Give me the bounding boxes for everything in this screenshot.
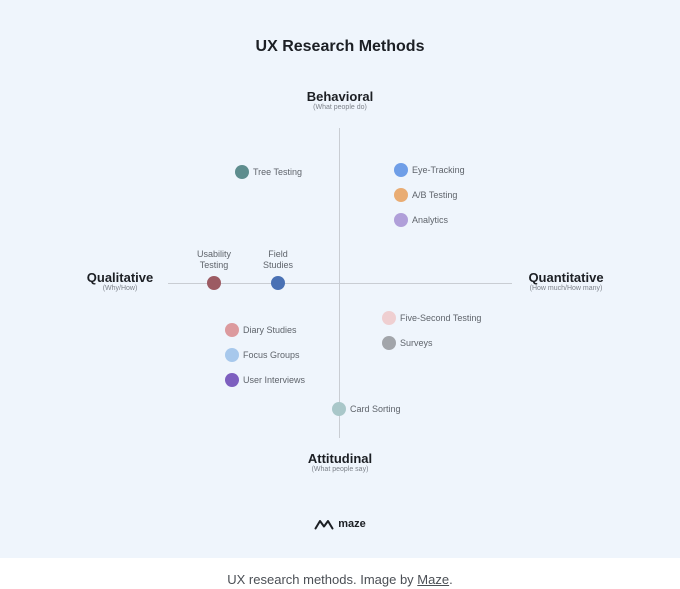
pole-qualitative-title: Qualitative	[70, 270, 170, 285]
caption-suffix: .	[449, 572, 453, 587]
pole-qualitative-subtitle: (Why/How)	[70, 285, 170, 292]
diary-studies-label: Diary Studies	[243, 325, 297, 335]
diagram-title: UX Research Methods	[0, 38, 680, 56]
caption-prefix: UX research methods. Image by	[227, 572, 417, 587]
focus-groups-label: Focus Groups	[243, 350, 300, 360]
focus-groups-dot	[225, 348, 239, 362]
maze-logo: maze	[0, 518, 680, 530]
image-caption: UX research methods. Image by Maze.	[0, 572, 680, 587]
field-studies-dot	[271, 276, 285, 290]
maze-logo-text: maze	[338, 518, 366, 530]
five-second-testing-label: Five-Second Testing	[400, 313, 481, 323]
card-sorting-label: Card Sorting	[350, 404, 401, 414]
pole-qualitative: Qualitative (Why/How)	[70, 270, 170, 292]
surveys-label: Surveys	[400, 338, 433, 348]
pole-behavioral-subtitle: (What people do)	[290, 104, 390, 111]
diary-studies-dot	[225, 323, 239, 337]
eye-tracking-label: Eye-Tracking	[412, 165, 465, 175]
pole-behavioral-title: Behavioral	[290, 89, 390, 104]
vertical-axis	[339, 128, 340, 438]
maze-logo-icon	[314, 519, 334, 530]
card-sorting-dot	[332, 402, 346, 416]
field-studies-line1: Field	[263, 249, 293, 260]
pole-quantitative-title: Quantitative	[511, 270, 621, 285]
ab-testing-label: A/B Testing	[412, 190, 457, 200]
usability-testing-line2: Testing	[197, 260, 231, 271]
pole-attitudinal-subtitle: (What people say)	[290, 466, 390, 473]
pole-attitudinal: Attitudinal (What people say)	[290, 451, 390, 473]
eye-tracking-dot	[394, 163, 408, 177]
tree-testing-label: Tree Testing	[253, 167, 302, 177]
diagram-panel: UX Research Methods Behavioral (What peo…	[0, 0, 680, 558]
pole-quantitative-subtitle: (How much/How many)	[511, 285, 621, 292]
pole-attitudinal-title: Attitudinal	[290, 451, 390, 466]
usability-testing-dot	[207, 276, 221, 290]
caption-link-maze[interactable]: Maze	[417, 572, 449, 587]
user-interviews-label: User Interviews	[243, 375, 305, 385]
user-interviews-dot	[225, 373, 239, 387]
analytics-dot	[394, 213, 408, 227]
field-studies-line2: Studies	[263, 260, 293, 271]
usability-testing-label: Usability Testing	[197, 249, 231, 271]
pole-behavioral: Behavioral (What people do)	[290, 89, 390, 111]
field-studies-label: Field Studies	[263, 249, 293, 271]
usability-testing-line1: Usability	[197, 249, 231, 260]
surveys-dot	[382, 336, 396, 350]
ab-testing-dot	[394, 188, 408, 202]
analytics-label: Analytics	[412, 215, 448, 225]
pole-quantitative: Quantitative (How much/How many)	[511, 270, 621, 292]
five-second-testing-dot	[382, 311, 396, 325]
tree-testing-dot	[235, 165, 249, 179]
